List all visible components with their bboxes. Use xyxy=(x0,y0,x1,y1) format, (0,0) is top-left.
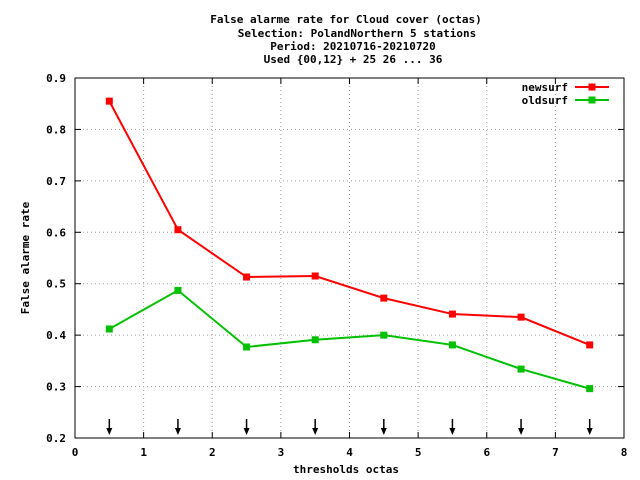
data-point-oldsurf xyxy=(174,286,182,294)
data-point-oldsurf xyxy=(105,325,113,333)
data-point-newsurf xyxy=(243,273,251,281)
x-tick-label: 8 xyxy=(621,446,628,459)
threshold-arrow-head xyxy=(449,428,456,435)
x-tick-label: 2 xyxy=(209,446,216,459)
legend-marker-oldsurf xyxy=(588,96,596,104)
threshold-arrow-head xyxy=(174,428,181,435)
y-axis-ticks: 0.2 0.3 0.4 0.5 0.6 0.7 0.8 0.9 xyxy=(46,72,624,445)
data-point-newsurf xyxy=(174,226,182,234)
x-tick-label: 6 xyxy=(483,446,490,459)
data-point-newsurf xyxy=(517,313,525,321)
y-tick-label: 0.9 xyxy=(46,72,66,85)
title-line-3: Period: 20210716-20210720 xyxy=(270,40,436,53)
y-tick-label: 0.8 xyxy=(46,123,66,136)
series-line-oldsurf xyxy=(108,289,590,390)
threshold-markers xyxy=(106,419,593,435)
x-tick-label: 5 xyxy=(415,446,422,459)
y-tick-label: 0.5 xyxy=(46,278,66,291)
threshold-arrow-head xyxy=(380,428,387,435)
grid xyxy=(75,78,624,438)
series-line-newsurf xyxy=(108,100,591,346)
data-point-newsurf xyxy=(448,310,456,318)
legend-label-newsurf: newsurf xyxy=(522,81,568,94)
threshold-arrow-head xyxy=(586,428,593,435)
x-tick-label: 0 xyxy=(72,446,79,459)
data-point-newsurf xyxy=(105,97,113,105)
data-point-oldsurf xyxy=(311,336,319,344)
threshold-arrow-head xyxy=(106,428,113,435)
legend-label-oldsurf: oldsurf xyxy=(522,94,568,107)
x-tick-label: 4 xyxy=(346,446,353,459)
legend-marker-newsurf xyxy=(588,83,596,91)
x-axis-ticks: 0 1 2 3 4 5 6 7 8 xyxy=(72,78,628,459)
data-point-oldsurf xyxy=(586,385,594,393)
x-axis-label: thresholds octas xyxy=(293,463,399,476)
x-tick-label: 3 xyxy=(278,446,285,459)
data-point-newsurf xyxy=(311,272,319,280)
threshold-arrow-head xyxy=(243,428,250,435)
data-point-oldsurf xyxy=(380,331,388,339)
data-point-oldsurf xyxy=(243,343,251,351)
data-point-newsurf xyxy=(380,294,388,302)
data-point-oldsurf xyxy=(517,365,525,373)
series xyxy=(105,97,594,393)
y-tick-label: 0.2 xyxy=(46,432,66,445)
x-tick-label: 7 xyxy=(552,446,559,459)
data-point-newsurf xyxy=(586,341,594,349)
y-tick-label: 0.6 xyxy=(46,226,66,239)
chart-title: False alarme rate for Cloud cover (octas… xyxy=(210,13,482,66)
title-line-1: False alarme rate for Cloud cover (octas… xyxy=(210,13,482,26)
y-tick-label: 0.4 xyxy=(46,329,66,342)
threshold-arrow-head xyxy=(518,428,525,435)
title-line-4: Used {00,12} + 25 26 ... 36 xyxy=(264,53,443,66)
title-line-2: Selection: PolandNorthern 5 stations xyxy=(238,27,476,40)
y-axis-label: False alarme rate xyxy=(19,201,32,314)
y-tick-label: 0.7 xyxy=(46,175,66,188)
data-point-oldsurf xyxy=(448,341,456,349)
y-tick-label: 0.3 xyxy=(46,381,66,394)
threshold-arrow-head xyxy=(312,428,319,435)
x-tick-label: 1 xyxy=(140,446,147,459)
